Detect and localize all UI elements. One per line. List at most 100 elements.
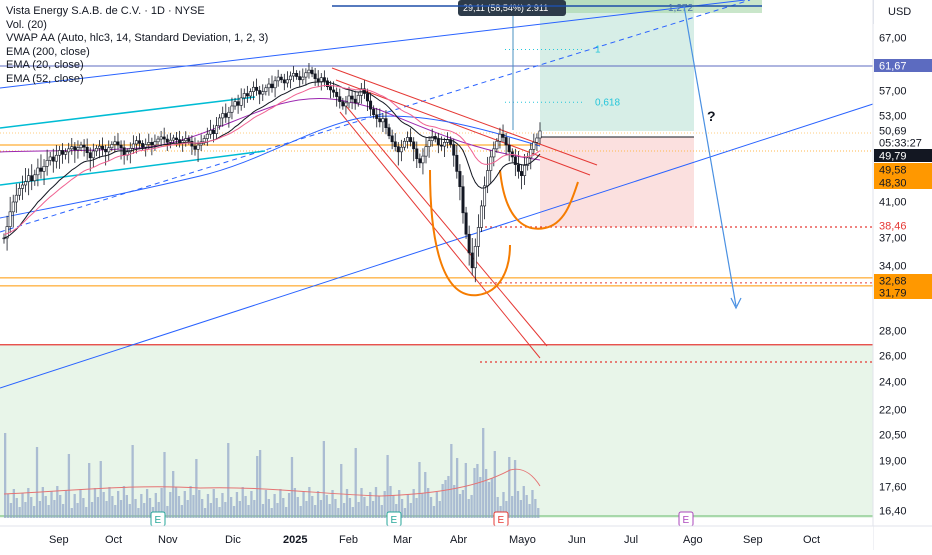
support-zone <box>0 344 873 518</box>
candle-body <box>97 145 101 149</box>
volume-bar <box>395 504 398 518</box>
candle-body <box>479 205 483 228</box>
candle-body <box>350 95 354 100</box>
volume-bar <box>525 495 528 518</box>
candle-body <box>439 144 443 147</box>
currency-selector[interactable]: USD <box>873 0 932 24</box>
candle-body <box>532 142 536 150</box>
volume-bar <box>102 492 105 518</box>
candle-body <box>14 194 18 203</box>
candle-body <box>88 152 92 159</box>
volume-bar <box>93 488 97 518</box>
candle-body <box>138 140 142 144</box>
x-tick-label: 2025 <box>283 534 307 546</box>
x-tick-label: Oct <box>105 534 122 546</box>
candle-body <box>513 156 517 165</box>
volume-bar <box>314 505 317 518</box>
volume-bar <box>258 450 262 518</box>
candle-body <box>236 101 240 106</box>
candle-body <box>362 88 366 94</box>
volume-bar <box>38 501 42 518</box>
volume-bar <box>537 508 540 518</box>
candle-body <box>159 136 163 140</box>
y-tick-label: 20,50 <box>879 430 907 442</box>
volume-bar <box>276 503 279 518</box>
candle-body <box>239 97 243 106</box>
candle-body <box>144 144 148 148</box>
volume-bar <box>169 492 172 518</box>
candle-body <box>82 144 86 148</box>
volume-bar <box>35 447 39 518</box>
volume-bar <box>438 501 441 518</box>
volume-bar <box>299 506 302 518</box>
candle-body <box>316 78 320 83</box>
y-tick-label: 26,00 <box>879 351 907 363</box>
volume-bar <box>96 497 100 518</box>
volume-bar <box>140 494 143 518</box>
candle-body <box>288 75 292 81</box>
volume-bar <box>331 490 334 518</box>
volume-bar <box>154 493 157 518</box>
candle-body <box>538 130 542 139</box>
volume-bar <box>125 495 128 518</box>
volume-bar <box>531 490 534 518</box>
volume-bar <box>273 494 276 518</box>
volume-bar <box>484 469 488 518</box>
earnings-label: E <box>683 515 690 526</box>
volume-bar <box>342 503 346 518</box>
volume-bar <box>424 472 427 518</box>
volume-bar <box>174 487 178 518</box>
x-tick-label: Sep <box>743 534 763 546</box>
candle-body <box>390 135 394 143</box>
volume-bar <box>496 497 499 518</box>
volume-bar <box>334 499 337 518</box>
bowl-left <box>429 169 511 297</box>
volume-bar <box>215 498 218 518</box>
candle-body <box>147 142 151 145</box>
volume-bar <box>224 502 227 518</box>
candle-body <box>187 138 191 142</box>
volume-bar <box>256 456 259 518</box>
candle-body <box>285 79 289 84</box>
candle-body <box>175 137 179 140</box>
volume-bar <box>79 489 82 518</box>
volume-bar <box>85 507 88 518</box>
price-badge-label: 05:33:27 <box>879 138 922 150</box>
volume-bar <box>360 488 363 518</box>
candle-body <box>27 175 31 182</box>
candle-body <box>393 141 397 147</box>
volume-bar <box>473 468 476 518</box>
y-tick-label: 34,00 <box>879 261 907 273</box>
candle-body <box>178 139 182 144</box>
x-tick-label: Ago <box>683 534 703 546</box>
volume-bar <box>493 451 496 518</box>
volume-bar <box>166 506 169 518</box>
candle-body <box>483 185 487 207</box>
candle-body <box>402 140 406 148</box>
price-badge <box>874 149 932 162</box>
volume-bar <box>195 459 198 518</box>
candle-body <box>8 211 12 227</box>
candle-body <box>42 166 46 172</box>
candle-body <box>452 144 456 156</box>
candle-body <box>399 146 403 153</box>
volume-bar <box>47 505 50 518</box>
candle-body <box>252 86 256 92</box>
x-tick-label: Oct <box>803 534 820 546</box>
candle-body <box>365 93 369 102</box>
legend-ema200: EMA (200, close) <box>6 45 90 58</box>
volume-bar <box>192 495 195 518</box>
volume-bar <box>90 502 94 518</box>
volume-bar <box>241 487 244 518</box>
x-tick-label: Jun <box>568 534 586 546</box>
candle-body <box>85 146 89 154</box>
volume-bar <box>319 500 323 518</box>
volume-bar <box>99 461 102 518</box>
candle-body <box>153 141 157 146</box>
y-tick-label: 19,00 <box>879 456 907 468</box>
volume-bar <box>15 498 18 518</box>
volume-bar <box>73 494 76 518</box>
volume-bar <box>470 495 473 518</box>
